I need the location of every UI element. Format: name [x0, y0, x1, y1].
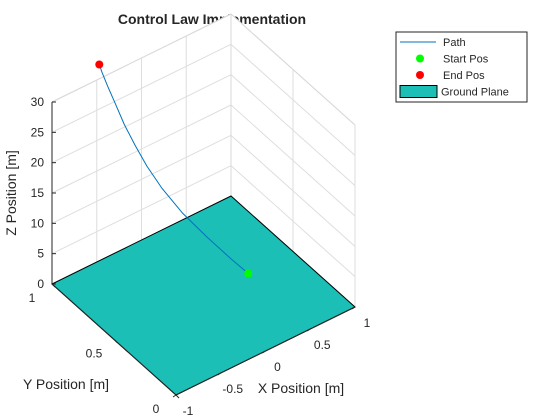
end-pos-marker	[95, 60, 103, 68]
x-tick-label: 0.5	[314, 338, 331, 352]
x-tick-label: -0.5	[222, 382, 243, 396]
z-tick-label: 25	[31, 125, 45, 139]
start-pos-marker	[244, 270, 252, 278]
z-tick-label: 0	[37, 277, 44, 291]
z-tick-label: 15	[31, 186, 45, 200]
x-tick-label: 0	[274, 360, 281, 374]
legend-label: End Pos	[443, 70, 485, 82]
legend: Path Start Pos End Pos Ground Plane	[396, 32, 527, 102]
x-tick-label: -1	[183, 404, 194, 418]
y-tick-label: 1	[29, 291, 36, 305]
y-axis-label: Y Position [m]	[23, 376, 109, 392]
z-axis-label: Z Position [m]	[3, 150, 19, 236]
y-tick-label: 0	[153, 402, 160, 416]
z-tick-label: 10	[31, 216, 45, 230]
z-tick-label: 20	[31, 156, 45, 170]
x-tick-label: 1	[364, 316, 371, 330]
x-axis-label: X Position [m]	[258, 380, 344, 396]
end-pos-legend-icon	[416, 71, 424, 79]
z-tick-label: 30	[31, 95, 45, 109]
legend-label: Path	[443, 37, 466, 49]
legend-label: Start Pos	[443, 54, 489, 66]
ground-plane-legend-icon	[400, 86, 437, 98]
legend-label: Ground Plane	[441, 87, 509, 99]
start-pos-legend-icon	[416, 55, 424, 63]
z-tick-label: 5	[37, 247, 44, 261]
y-tick-label: 0.5	[86, 347, 103, 361]
